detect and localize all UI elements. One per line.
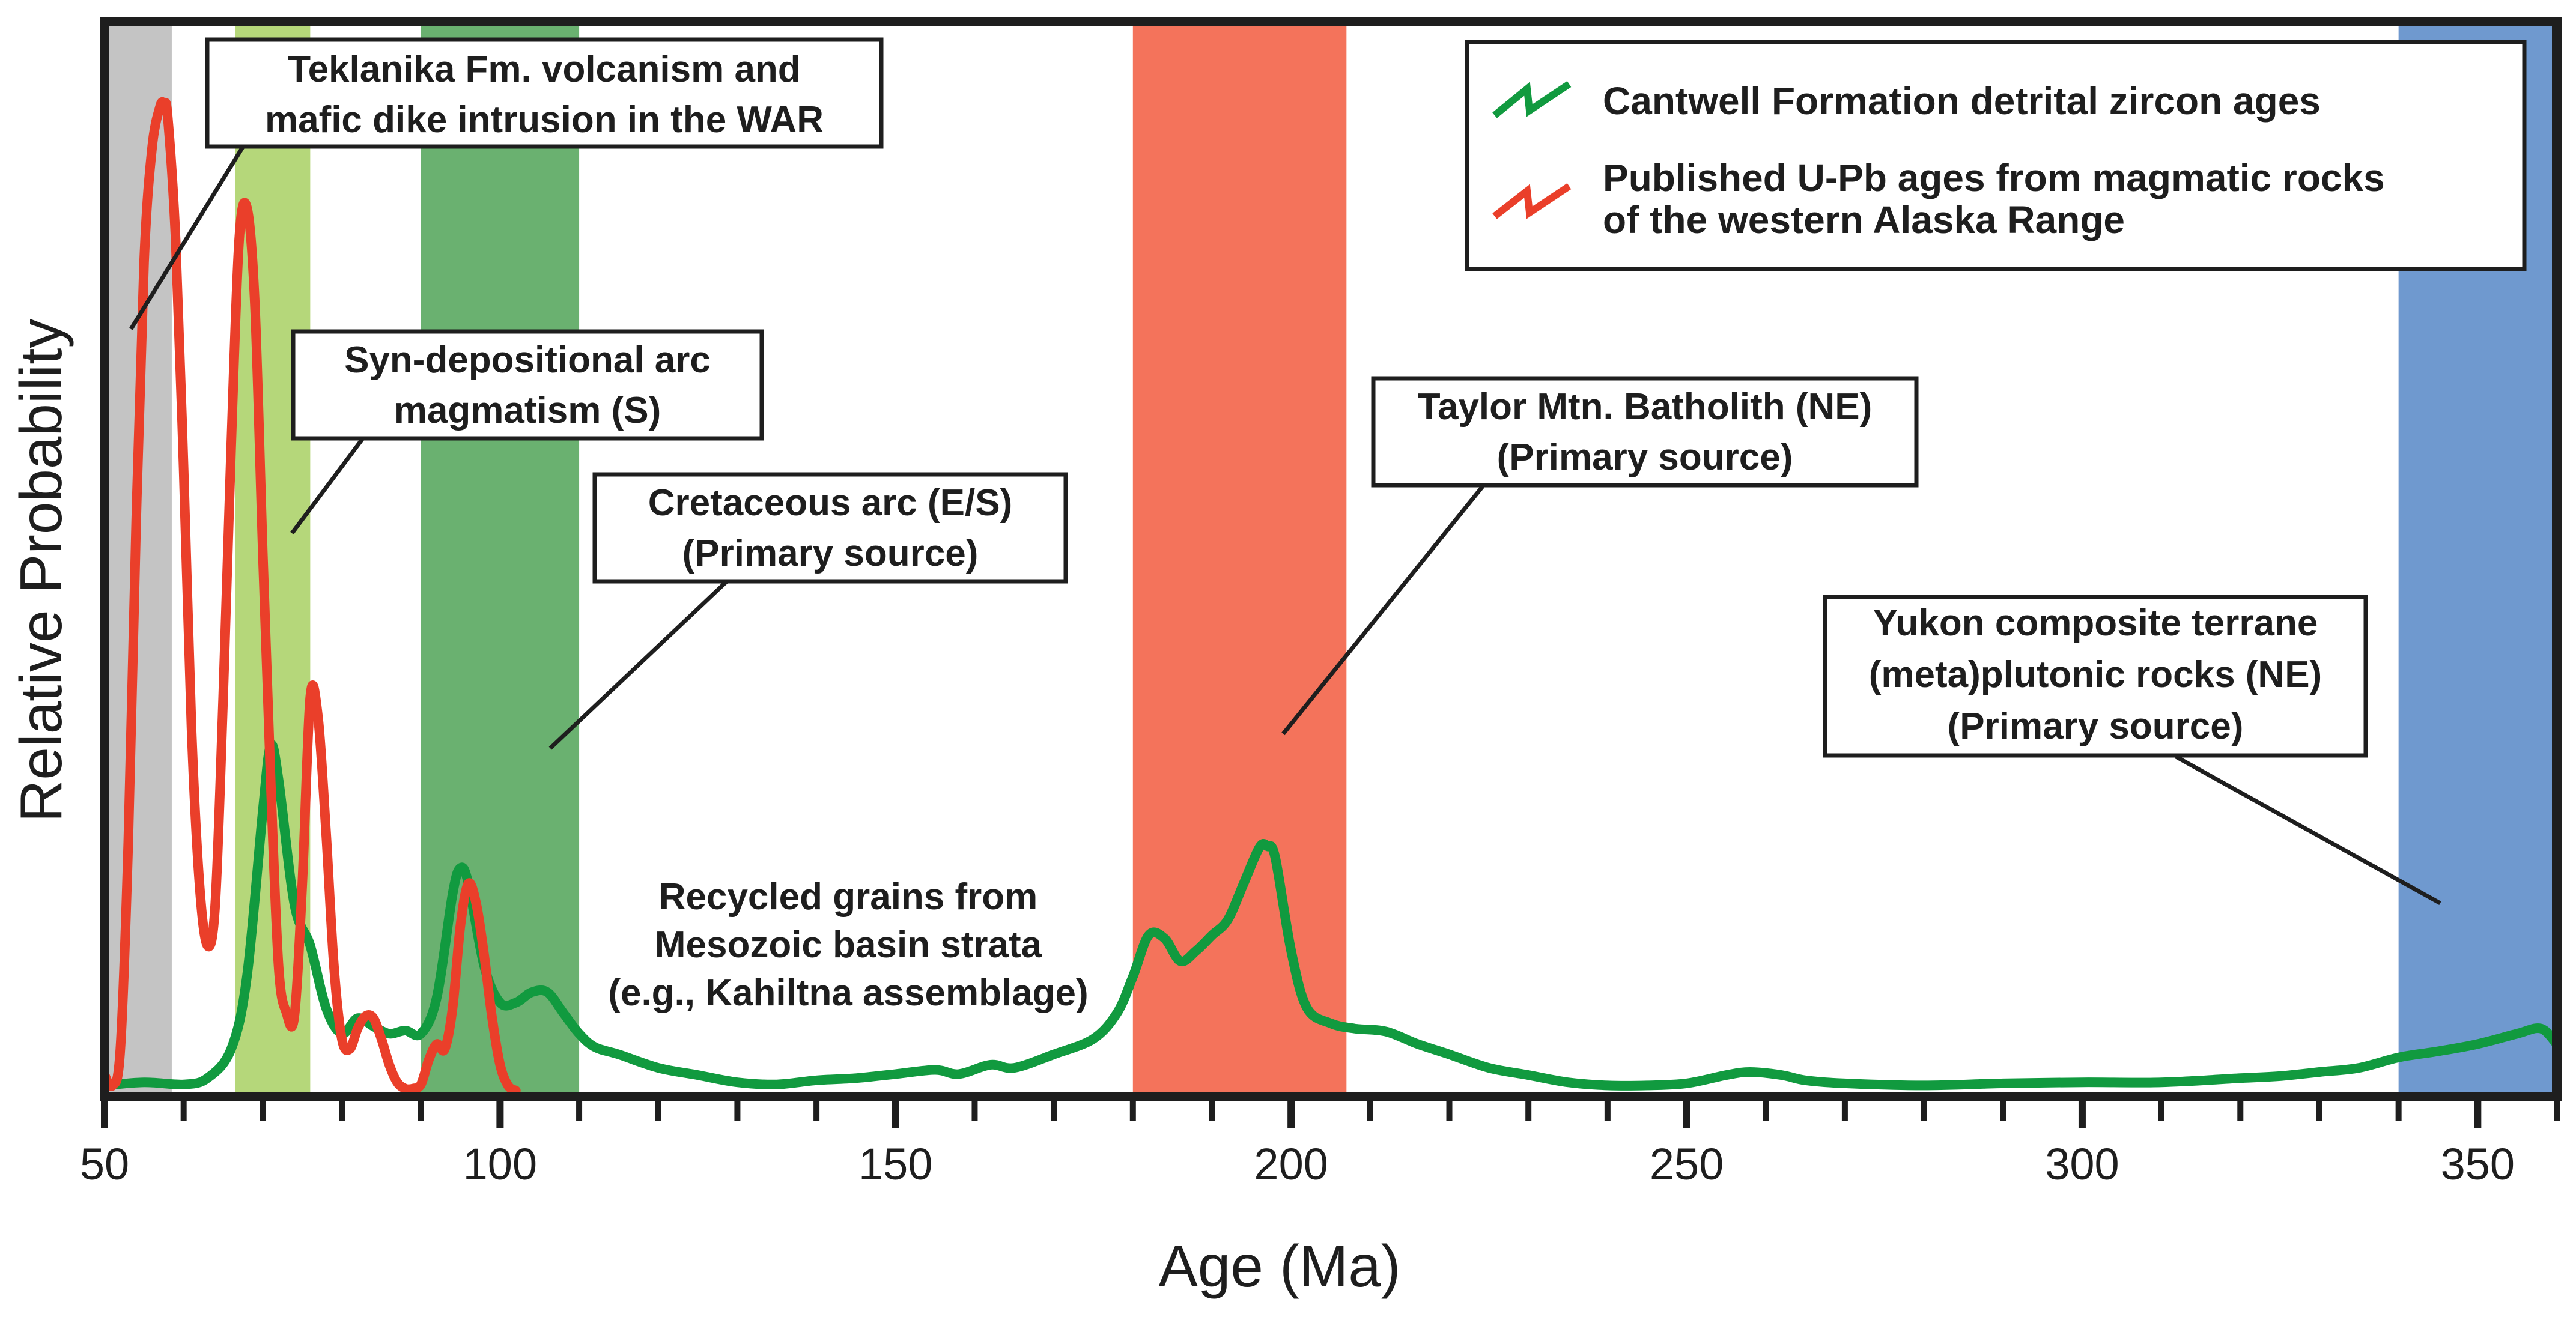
legend-red-zigzag-icon: [1492, 183, 1572, 219]
probability-curves: [100, 97, 2562, 1095]
x-tick-label: 250: [1650, 1139, 1724, 1189]
annotation-text-line-2: Mesozoic basin strata: [655, 924, 1042, 966]
published-ages-series-line: [100, 97, 521, 1095]
leader-yukon: [2175, 754, 2441, 906]
legend-green-zigzag-icon: [1492, 81, 1572, 118]
annotation-box: [291, 329, 764, 441]
x-tick-label: 50: [80, 1139, 129, 1189]
annotation-taylor: Taylor Mtn. Batholith (NE) (Primary sour…: [1371, 376, 1919, 488]
x-tick-label: 350: [2441, 1139, 2515, 1189]
annotation-box: [592, 472, 1068, 584]
annotation-text-line-1: Yukon composite terrane: [1873, 602, 2318, 644]
annotation-text-line-1: Syn-depositional arc: [344, 339, 711, 381]
annotation-text-line-2: (Primary source): [1497, 437, 1793, 478]
x-axis-title: Age (Ma): [1158, 1233, 1400, 1299]
annotation-text-line-3: (e.g., Kahiltna assemblage): [608, 972, 1088, 1014]
legend-box: [1465, 40, 2527, 271]
annotation-text-line-2: (Primary source): [682, 533, 979, 574]
age-band-3: [1132, 22, 1347, 1097]
annotation-text-line-1: Teklanika Fm. volcanism and: [288, 49, 800, 90]
x-tick-label: 100: [463, 1139, 537, 1189]
leader-cretaceous: [548, 578, 730, 750]
legend-label-published-line-2: of the western Alaska Range: [1603, 198, 2125, 241]
annotation-box: [1823, 595, 2368, 758]
legend-label-cantwell: Cantwell Formation detrital zircon ages: [1603, 79, 2321, 123]
annotation-cretaceous: Cretaceous arc (E/S) (Primary source): [592, 472, 1068, 584]
legend-label-published-line-1: Published U-Pb ages from magmatic rocks: [1603, 156, 2385, 199]
plot-frame: [100, 17, 2562, 1101]
legend-label-published: Published U-Pb ages from magmatic rocks …: [1603, 156, 2395, 241]
age-bands: [105, 22, 2557, 1097]
annotation-teklanika: Teklanika Fm. volcanism and mafic dike i…: [205, 37, 884, 149]
leader-taylor: [1281, 485, 1484, 736]
annotation-box: [205, 37, 884, 149]
annotation-text-line-2: mafic dike intrusion in the WAR: [265, 99, 824, 141]
annotation-text-line-1: Cretaceous arc (E/S): [648, 482, 1012, 524]
annotation-recycled-grains: Recycled grains from Mesozoic basin stra…: [608, 876, 1088, 1014]
annotation-text-line-2: magmatism (S): [394, 390, 661, 431]
x-tick-label: 150: [858, 1139, 932, 1189]
x-axis-ticks: 50 100 150 200 250 300 350: [80, 1097, 2560, 1189]
annotation-box: [1371, 376, 1919, 488]
x-tick-label: 300: [2045, 1139, 2119, 1189]
leader-syn-depositional: [290, 437, 365, 535]
annotation-leader-lines: [129, 138, 2441, 906]
legend: Cantwell Formation detrital zircon ages …: [1465, 40, 2527, 271]
y-axis-title: Relative Probability: [8, 319, 74, 823]
annotation-syn-depositional: Syn-depositional arc magmatism (S): [291, 329, 764, 441]
annotation-text-line-1: Recycled grains from: [659, 876, 1038, 918]
annotation-text-line-1: Taylor Mtn. Batholith (NE): [1418, 386, 1873, 428]
annotation-text-line-2: (meta)plutonic rocks (NE): [1869, 654, 2322, 695]
annotation-yukon: Yukon composite terrane (meta)plutonic r…: [1823, 595, 2368, 758]
annotation-text-line-3: (Primary source): [1948, 706, 2244, 747]
x-tick-label: 200: [1254, 1139, 1328, 1189]
leader-teklanika: [129, 138, 249, 330]
